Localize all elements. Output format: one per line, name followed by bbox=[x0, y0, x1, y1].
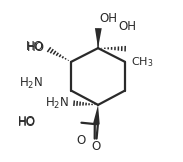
Text: H$_2$N: H$_2$N bbox=[45, 95, 69, 111]
Polygon shape bbox=[95, 28, 102, 48]
Text: HO: HO bbox=[27, 41, 45, 54]
Polygon shape bbox=[93, 105, 100, 124]
Text: OH: OH bbox=[118, 20, 136, 33]
Text: CH$_3$: CH$_3$ bbox=[131, 55, 153, 69]
Text: OH: OH bbox=[100, 12, 118, 25]
Text: O: O bbox=[76, 134, 86, 147]
Text: H$_2$N: H$_2$N bbox=[19, 75, 43, 91]
Text: HO: HO bbox=[18, 116, 36, 129]
Text: O: O bbox=[91, 140, 100, 153]
Text: HO: HO bbox=[26, 40, 44, 53]
Text: HO: HO bbox=[18, 115, 36, 128]
